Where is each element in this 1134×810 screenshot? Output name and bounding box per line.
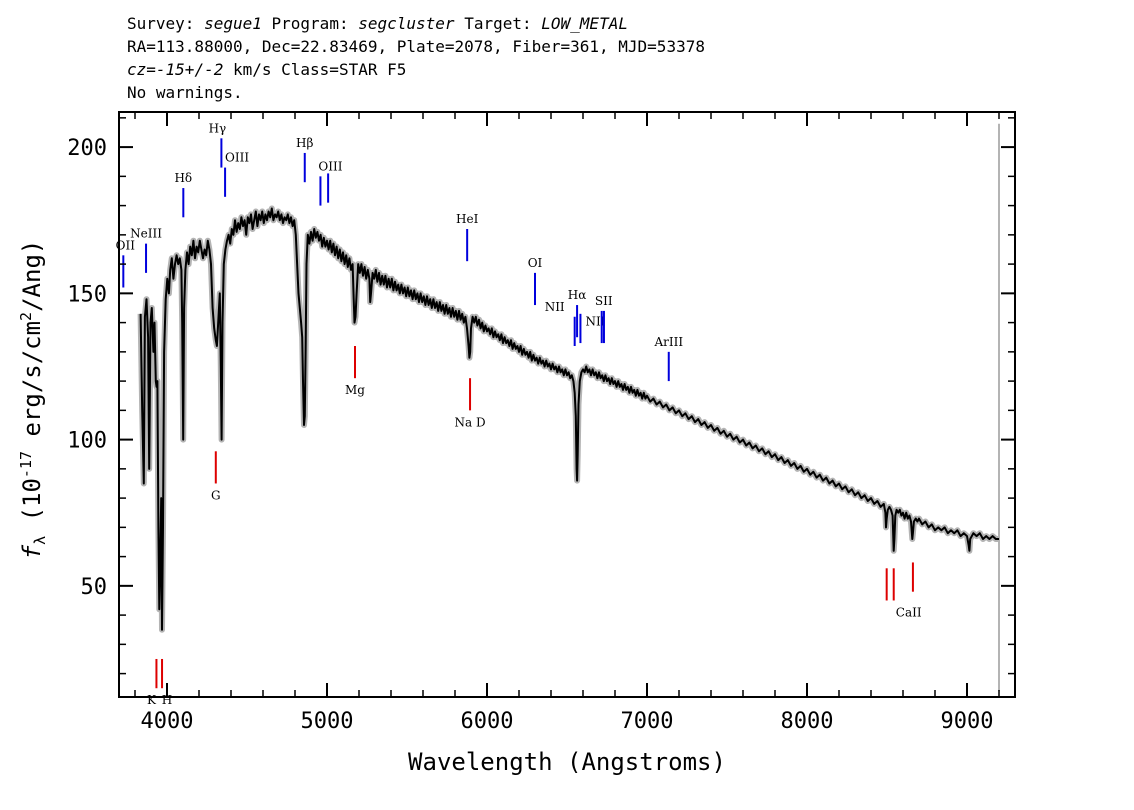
header-line-1: Survey: segue1 Program: segcluster Targe… [127,12,705,35]
emission-line-label: OII [116,238,136,252]
emission-line-label: Hα [568,288,587,302]
absorption-line-label: K [147,693,157,707]
absorption-line-label: G [211,488,221,502]
emission-line-label: OIII [318,159,342,173]
spectrum-header: Survey: segue1 Program: segcluster Targe… [127,12,705,104]
spectrum-line [139,207,999,631]
x-tick-label: 6000 [461,709,514,734]
y-title-exp1: -17 [17,451,35,478]
absorption-line-label: CaII [896,605,922,619]
y-tick-label: 100 [67,429,107,454]
emission-line-label: HeI [456,212,479,226]
y-tick-label: 50 [81,575,108,600]
x-axis-title: Wavelength (Angstroms) [408,748,726,776]
emission-line-label: OIII [225,151,249,165]
cz-label: cz= [127,60,156,79]
emission-line-label: ArIII [653,335,683,349]
emission-line-label: OI [528,256,543,270]
program-value: segcluster [358,14,455,33]
emission-line-label: Hδ [174,171,192,185]
x-tick-label: 4000 [141,709,194,734]
y-tick-label: 150 [67,282,107,307]
absorption-line-label: H [162,693,172,707]
emission-line-label: NeIII [130,227,162,241]
x-tick-label: 9000 [941,709,994,734]
cz-value: -15+/-2 [155,60,224,79]
y-title-part2: erg/s/cm [18,321,46,451]
header-line-2: RA=113.88000, Dec=22.83469, Plate=2078, … [127,37,705,56]
x-tick-label: 8000 [781,709,834,734]
y-title-part1: (10 [18,478,46,536]
spectral-lines-layer: OIINeIIIHδHγOIIIHβOIIIHeIOINIIHαNIISIIAr… [116,121,922,707]
target-value: LOW_METAL [541,14,628,33]
header-line-4: No warnings. [127,83,243,102]
emission-line-label: SII [595,294,613,308]
emission-line-label: Hβ [296,136,313,150]
y-axis-title: fλ (10-17 erg/s/cm2/Ang) [17,240,49,560]
y-title-exp2: 2 [17,312,35,321]
absorption-line-label: Mg [345,383,365,397]
emission-line-label: NII [585,315,605,329]
y-title-f: f [18,544,46,559]
emission-line-label: Hγ [209,121,227,135]
spectrum-layer [139,207,999,631]
survey-label: Survey: [127,14,195,33]
emission-line-label: NII [545,300,565,314]
y-title-lambda: λ [31,536,49,545]
x-tick-label: 5000 [301,709,354,734]
program-label: Program: [271,14,349,33]
header-line-3: cz=-15+/-2 km/s Class=STAR F5 [127,58,705,81]
x-tick-label: 7000 [621,709,674,734]
target-label: Target: [464,14,532,33]
error-band-layer [137,123,1000,692]
tick-labels-layer: 4000 5000 6000 7000 8000 9000 50 100 150 200 [67,136,993,734]
class-text: km/s Class=STAR F5 [223,60,407,79]
y-title-part3: /Ang) [18,240,46,312]
survey-value: segue1 [204,14,262,33]
axis-ticks-layer [119,112,1015,697]
plot-frame [118,111,1016,698]
error-band [137,205,999,633]
y-tick-label: 200 [67,136,107,161]
absorption-line-label: Na D [454,415,485,429]
